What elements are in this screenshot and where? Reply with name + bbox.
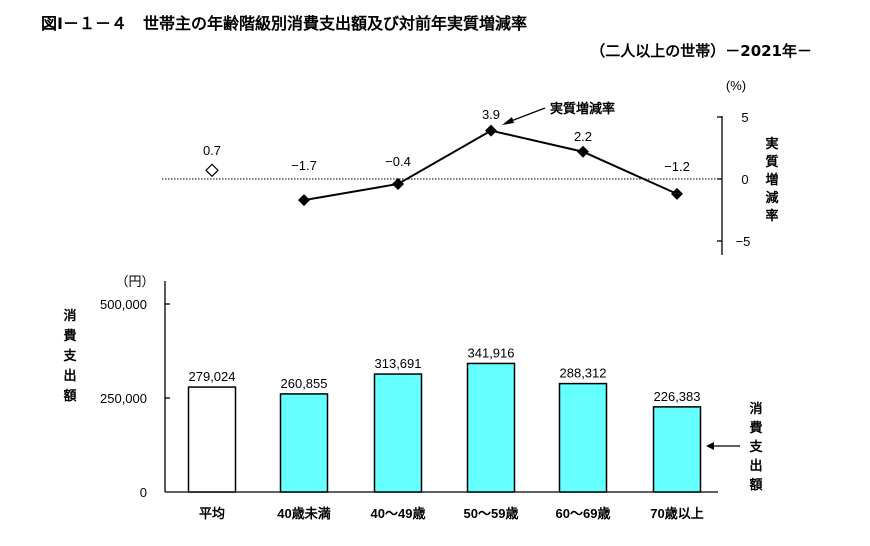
vertical-char: 出 bbox=[63, 368, 76, 383]
category-label: 50～59歳 bbox=[464, 506, 519, 521]
bar-value-label: 313,691 bbox=[375, 356, 422, 371]
average-bar bbox=[187, 386, 237, 493]
bar bbox=[466, 362, 516, 493]
bar-value-label: 288,312 bbox=[560, 366, 607, 381]
chart-subtitle: （二人以上の世帯）－2021年－ bbox=[590, 42, 812, 60]
rate-line bbox=[303, 129, 678, 202]
vertical-char: 支 bbox=[62, 348, 77, 363]
rate-annotation: 実質増減率 bbox=[550, 101, 615, 116]
vertical-char: 費 bbox=[749, 420, 762, 435]
bar-value-label: 260,855 bbox=[281, 376, 328, 391]
vertical-char: 率 bbox=[765, 208, 778, 223]
category-label: 60～69歳 bbox=[556, 506, 611, 521]
rate-tick-label: 5 bbox=[741, 110, 748, 125]
vertical-char: 消 bbox=[63, 308, 76, 323]
bar bbox=[373, 373, 423, 493]
rate-data-label: −1.7 bbox=[291, 158, 317, 173]
bar-value-label: 226,383 bbox=[654, 389, 701, 404]
rate-data-label: −1.2 bbox=[664, 159, 690, 174]
category-label: 40歳未満 bbox=[277, 506, 330, 521]
diamond-marker bbox=[392, 177, 404, 190]
vertical-char: 額 bbox=[748, 477, 762, 492]
vertical-char: 費 bbox=[63, 328, 76, 343]
diamond-marker bbox=[485, 124, 497, 137]
chart-title: 図Ⅰ－１－４ 世帯主の年齢階級別消費支出額及び対前年実質増減率 bbox=[41, 14, 527, 33]
rate-chart: (%) 5 0 −5 実質増減率 0.7 −1.7 −0.4 3.9 2.2 −1.2 実… bbox=[162, 78, 779, 255]
category-label: 平均 bbox=[199, 506, 225, 521]
bar bbox=[279, 393, 329, 493]
vertical-char: 減 bbox=[765, 190, 778, 205]
rate-data-label: 0.7 bbox=[203, 143, 221, 158]
spending-axis-title: 消費支出額 bbox=[62, 308, 77, 403]
arrow-icon bbox=[502, 117, 514, 125]
spending-tick-label: 0 bbox=[140, 485, 147, 500]
vertical-char: 支 bbox=[748, 439, 763, 454]
vertical-char: 消 bbox=[749, 401, 762, 416]
vertical-char: 出 bbox=[749, 458, 762, 473]
spending-chart: （円） 500,000 250,000 0 消費支出額 279,024 260,8… bbox=[62, 274, 763, 521]
rate-axis-title: 実質増減率 bbox=[765, 136, 778, 223]
spending-bars bbox=[187, 362, 702, 493]
category-label: 70歳以上 bbox=[650, 506, 703, 521]
spending-annotation: 消費支出額 bbox=[748, 401, 763, 492]
rate-data-label: 2.2 bbox=[574, 129, 592, 144]
open-diamond-marker bbox=[205, 163, 219, 178]
bar-value-label: 279,024 bbox=[189, 369, 236, 384]
arrow-icon bbox=[706, 442, 714, 450]
vertical-char: 質 bbox=[765, 154, 778, 169]
diamond-marker bbox=[298, 194, 310, 207]
spending-tick-label: 250,000 bbox=[100, 391, 147, 406]
bar bbox=[652, 406, 702, 493]
rate-unit-label: (%) bbox=[726, 78, 746, 93]
rate-data-labels: 0.7 −1.7 −0.4 3.9 2.2 −1.2 bbox=[203, 107, 690, 174]
rate-tick-label: −5 bbox=[736, 234, 751, 249]
category-labels: 平均 40歳未満 40～49歳 50～59歳 60～69歳 70歳以上 bbox=[199, 506, 704, 521]
diamond-marker bbox=[671, 187, 683, 200]
rate-data-label: 3.9 bbox=[482, 107, 500, 122]
bar-value-label: 341,916 bbox=[468, 345, 515, 360]
rate-tick-label: 0 bbox=[741, 172, 748, 187]
vertical-char: 増 bbox=[765, 172, 778, 187]
diamond-marker bbox=[577, 145, 589, 158]
bar bbox=[558, 382, 608, 493]
spending-unit-label: （円） bbox=[115, 274, 154, 289]
spending-data-labels: 279,024 260,855 313,691 341,916 288,312 226,3… bbox=[189, 345, 701, 403]
vertical-char: 額 bbox=[62, 388, 76, 403]
rate-markers bbox=[205, 124, 683, 207]
rate-data-label: −0.4 bbox=[385, 154, 411, 169]
category-label: 40～49歳 bbox=[371, 506, 426, 521]
vertical-char: 実 bbox=[765, 136, 778, 151]
spending-tick-label: 500,000 bbox=[100, 297, 147, 312]
